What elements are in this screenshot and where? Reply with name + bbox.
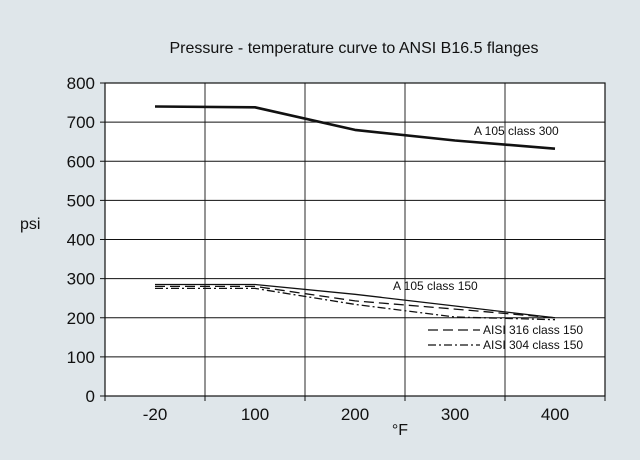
series-group — [154, 105, 556, 321]
y-tick-label-700: 700 — [67, 113, 95, 132]
y-tick-label-300: 300 — [67, 270, 95, 289]
y-tick-label-200: 200 — [67, 309, 95, 328]
series-line-2 — [155, 285, 556, 319]
y-tick-label-600: 600 — [67, 152, 95, 171]
series-label-a105-class150: A 105 class 150 — [393, 279, 478, 293]
y-axis-label: psi — [20, 216, 40, 233]
y-tick-label-0: 0 — [86, 387, 95, 406]
y-axis: 0 100 200 300 400 500 600 700 800 — [67, 74, 105, 406]
x-tick-label-100: 100 — [241, 405, 269, 424]
series-label-a105-class300: A 105 class 300 — [474, 124, 559, 138]
legend-label-aisi316: AISI 316 class 150 — [483, 323, 583, 337]
x-tick-label-300: 300 — [441, 405, 469, 424]
x-axis: -20 100 200 300 400 — [104, 396, 606, 424]
series-line-3 — [155, 287, 556, 321]
x-tick-label--20: -20 — [143, 405, 168, 424]
legend-label-aisi304: AISI 304 class 150 — [483, 338, 583, 352]
series-line-1 — [155, 283, 556, 319]
y-tick-label-400: 400 — [67, 231, 95, 250]
series-line-0 — [154, 105, 556, 150]
y-tick-label-100: 100 — [67, 348, 95, 367]
legend: AISI 316 class 150 AISI 304 class 150 — [428, 323, 583, 352]
y-tick-label-800: 800 — [67, 74, 95, 93]
x-tick-label-400: 400 — [541, 405, 569, 424]
y-tick-label-500: 500 — [67, 191, 95, 210]
x-tick-label-200: 200 — [341, 405, 369, 424]
x-axis-label: °F — [392, 422, 408, 439]
chart-title: Pressure - temperature curve to ANSI B16… — [169, 40, 538, 57]
